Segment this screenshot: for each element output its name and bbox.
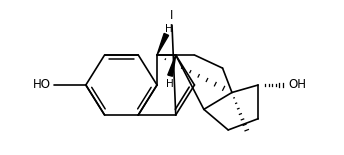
Polygon shape bbox=[157, 33, 169, 55]
Text: HO: HO bbox=[33, 78, 51, 91]
Text: H: H bbox=[165, 24, 172, 34]
Text: I: I bbox=[170, 9, 174, 22]
Polygon shape bbox=[168, 55, 176, 76]
Text: H: H bbox=[166, 79, 174, 89]
Text: OH: OH bbox=[288, 78, 306, 91]
